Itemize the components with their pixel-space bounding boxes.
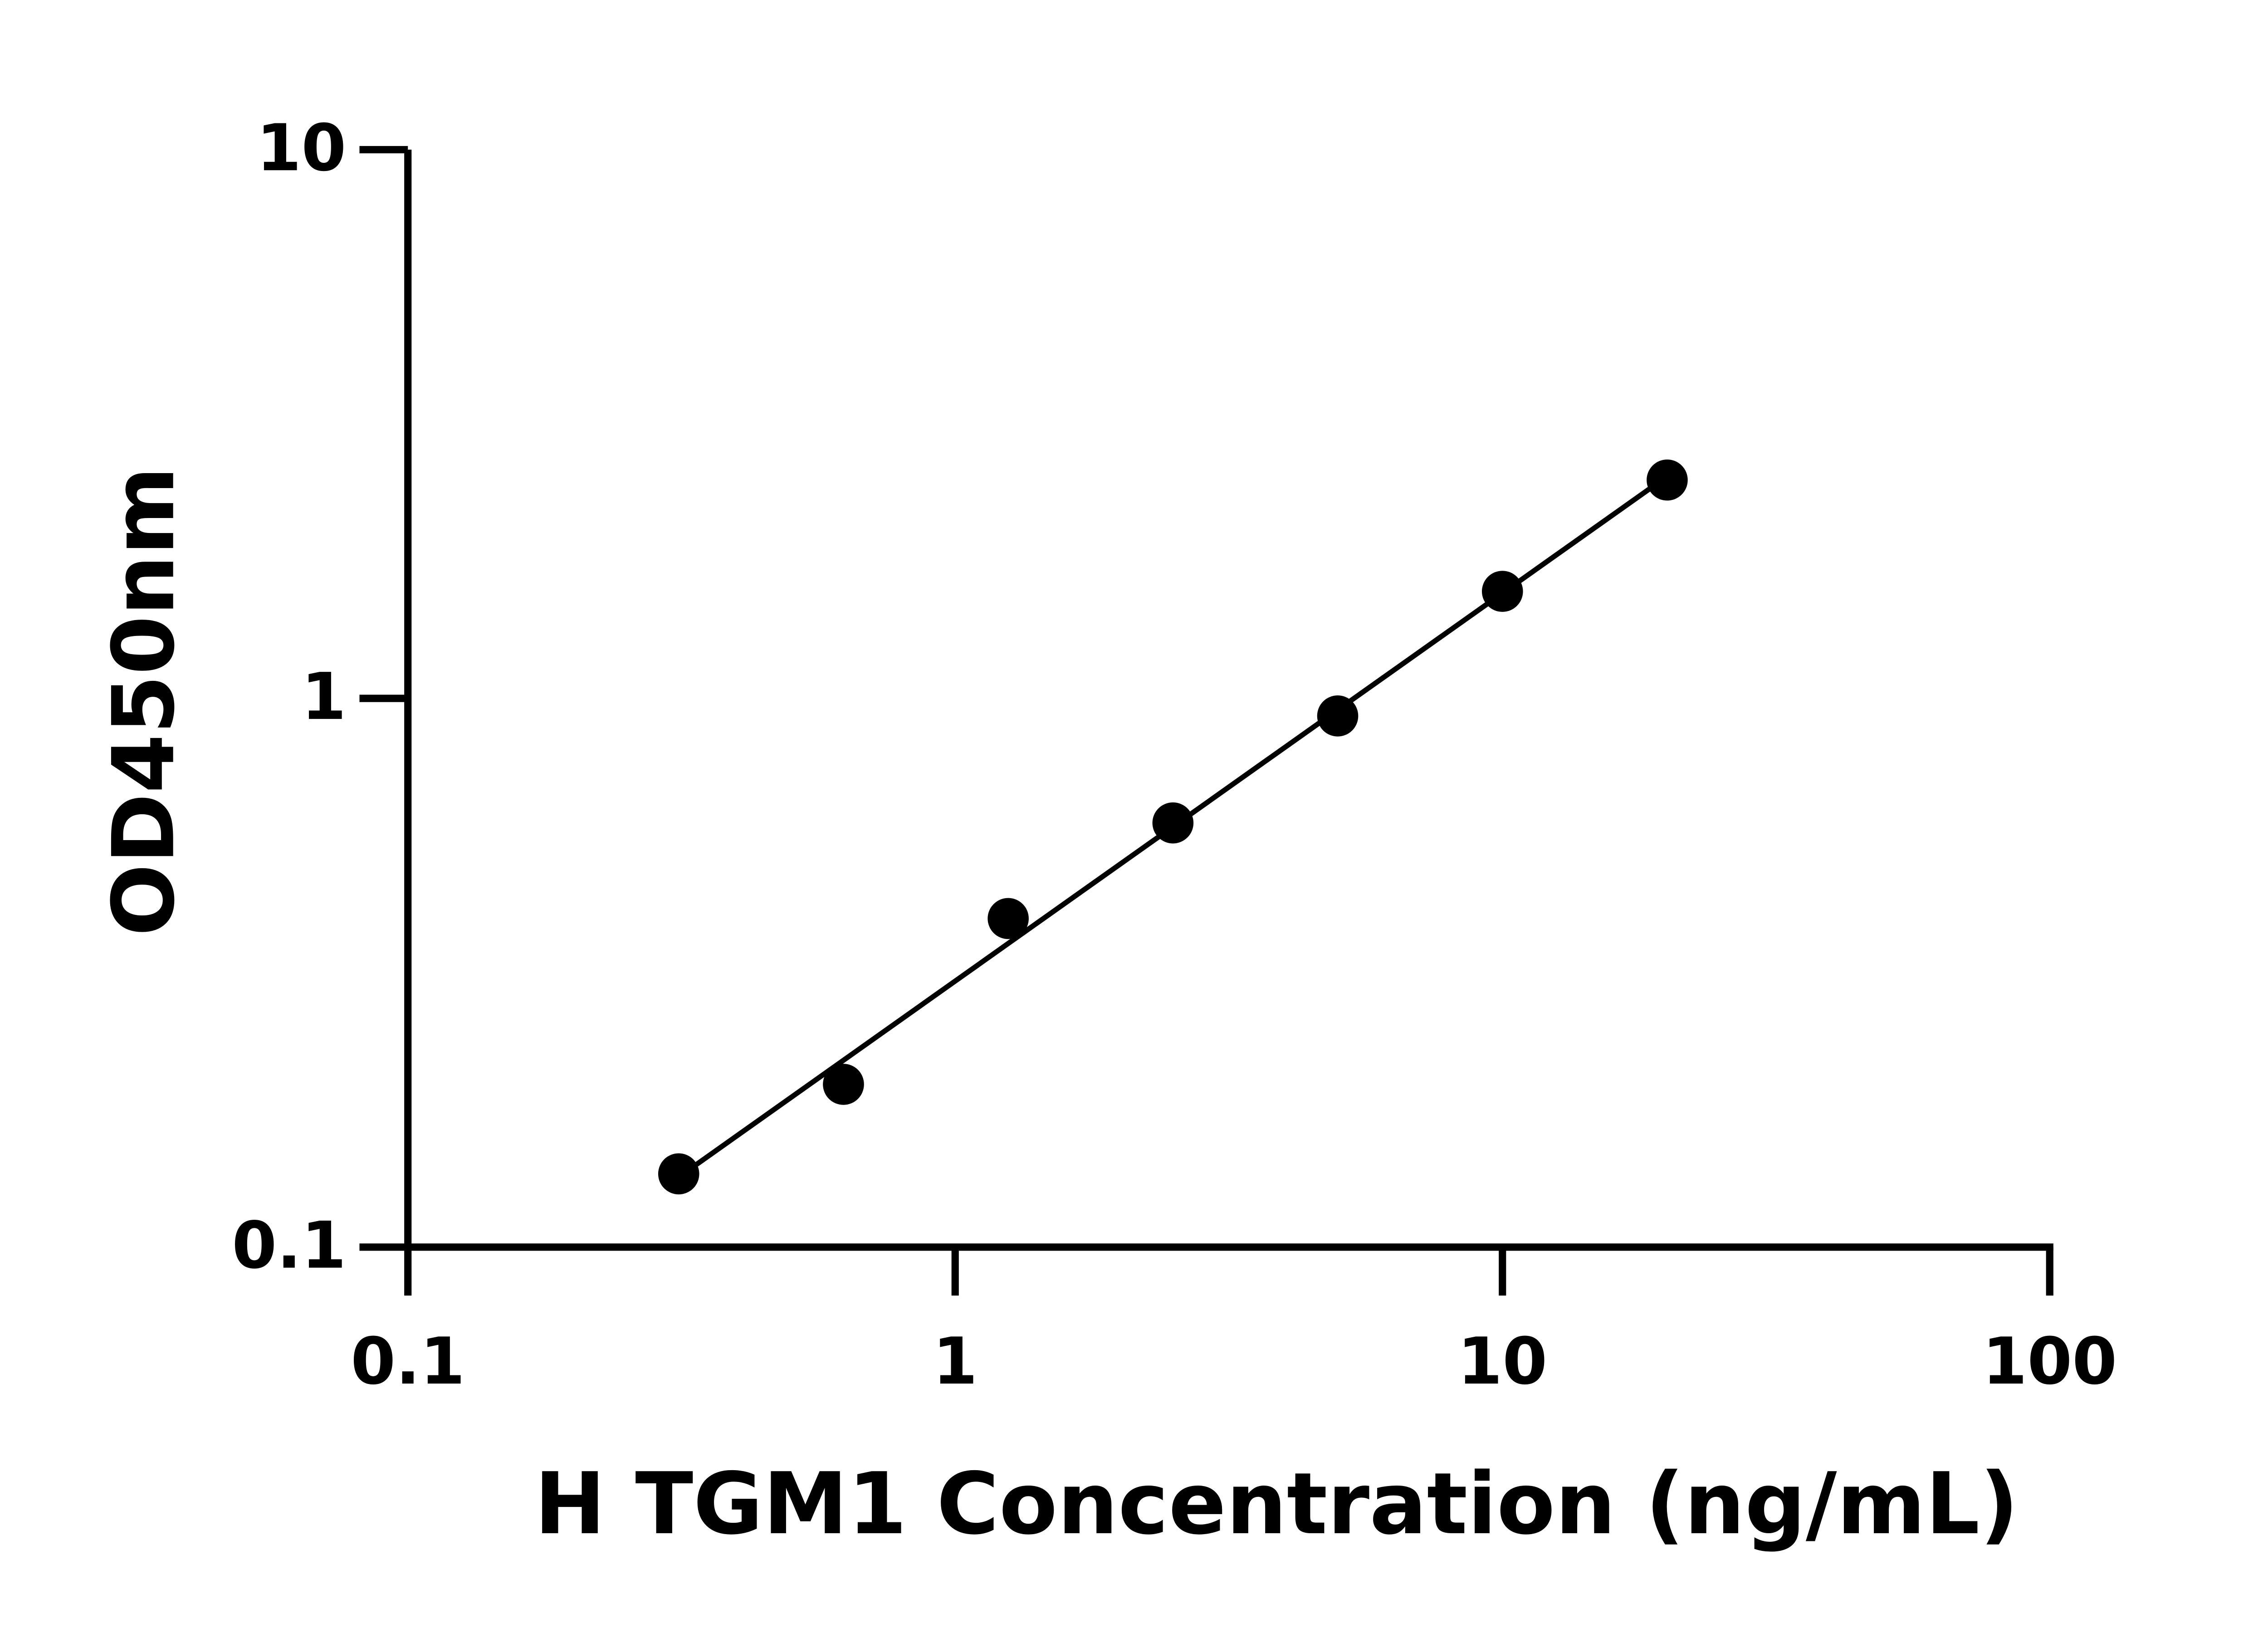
data-point	[1481, 571, 1523, 612]
x-tick-label: 0.1	[351, 1324, 465, 1399]
y-tick-label: 10	[256, 110, 346, 186]
axes: 0.1 1 10 0.1 1 10 100	[232, 110, 2117, 1399]
x-tick-label: 100	[1982, 1324, 2117, 1399]
data-point	[1647, 459, 1688, 501]
data-point	[987, 898, 1029, 939]
x-axis-label: H TGM1 Concentration (ng/mL)	[534, 1455, 2019, 1554]
data-point	[1317, 695, 1359, 737]
y-tick-label: 1	[301, 659, 346, 734]
y-tick-label: 0.1	[232, 1208, 346, 1283]
x-tick-label: 10	[1457, 1324, 1547, 1399]
data-point	[1152, 802, 1194, 844]
data-points	[658, 459, 1688, 1195]
y-axis-label: OD450nm	[95, 466, 194, 936]
data-point	[658, 1153, 699, 1195]
data-point	[823, 1064, 864, 1105]
x-tick-label: 1	[933, 1324, 978, 1399]
